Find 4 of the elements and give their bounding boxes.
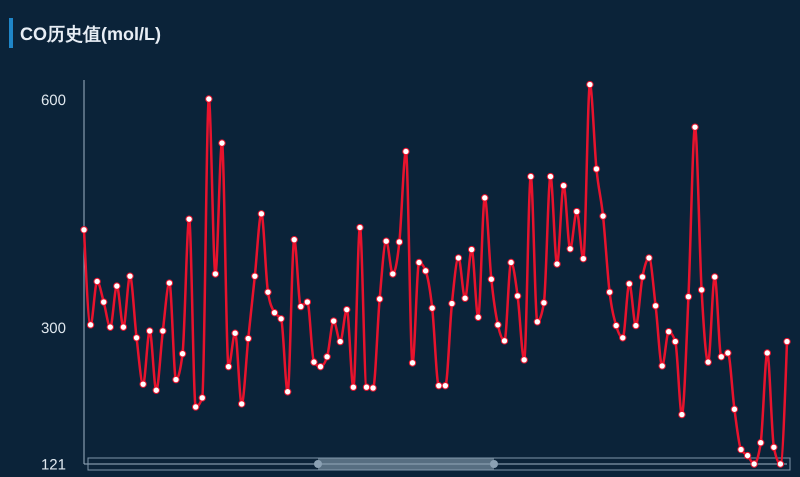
chart-title: CO历史值(mol/L) xyxy=(20,24,161,44)
y-tick-label: 600 xyxy=(40,92,66,110)
y-tick-label: 121 xyxy=(40,456,66,474)
y-tick-label: 300 xyxy=(40,320,66,338)
